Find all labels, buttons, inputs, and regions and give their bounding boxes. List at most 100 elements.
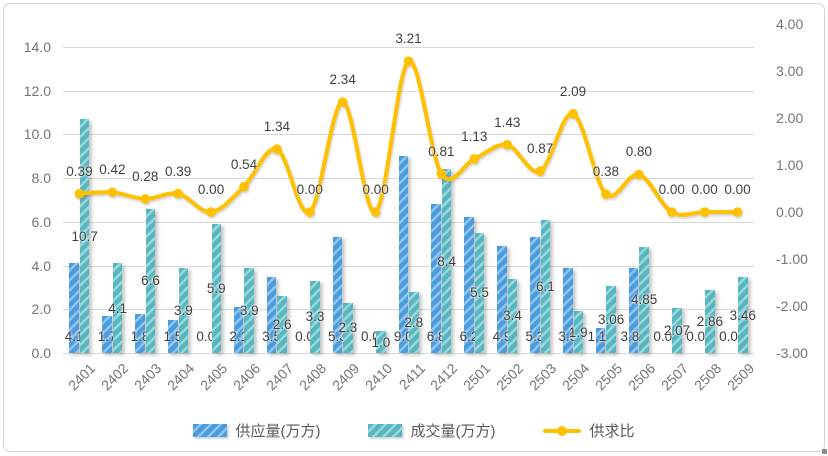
supply-data-label: 0.0 <box>295 329 314 344</box>
ratio-data-label: 0.81 <box>428 143 455 159</box>
gridline <box>63 47 754 48</box>
volume-data-label: 4.1 <box>108 300 127 316</box>
supply-data-label: 9.0 <box>393 329 413 344</box>
right-axis-tick-label: 1.00 <box>776 157 804 173</box>
supply-data-label: 5.3 <box>328 329 347 344</box>
left-axis-tick-label: 0.0 <box>31 345 51 361</box>
ratio-point <box>502 139 513 150</box>
ratio-data-label: 0.87 <box>526 141 554 157</box>
ratio-line-marker-icon <box>543 424 582 437</box>
supply-bar <box>464 217 474 353</box>
ratio-data-label: 0.38 <box>592 164 620 180</box>
volume-data-label: 2.3 <box>338 320 358 336</box>
supply-bar <box>135 313 145 353</box>
right-axis-tick-label: 0.00 <box>776 204 804 220</box>
ratio-point <box>107 187 118 198</box>
supply-data-label: 4.1 <box>64 329 84 344</box>
volume-data-label: 3.9 <box>174 302 193 318</box>
ratio-data-label: 0.28 <box>132 168 159 184</box>
ratio-data-label: 0.00 <box>658 182 685 197</box>
supply-data-label: 2.1 <box>229 329 249 344</box>
supply-data-label: 1.5 <box>163 329 183 344</box>
ratio-point <box>370 207 381 217</box>
gridline <box>63 178 754 180</box>
volume-bar <box>79 119 90 353</box>
supply-bar <box>266 276 277 353</box>
volume-data-label: 3.4 <box>503 308 522 324</box>
ratio-point <box>436 169 447 179</box>
volume-data-label: 3.9 <box>239 302 259 318</box>
left-axis-tick-label: 8.0 <box>31 170 51 187</box>
volume-data-label: 8.4 <box>437 253 457 269</box>
ratio-data-label: 2.09 <box>559 83 587 99</box>
right-axis-tick-label: 2.00 <box>776 110 804 126</box>
volume-data-label: 6.6 <box>141 273 160 289</box>
ratio-data-label: 0.00 <box>197 182 225 197</box>
volume-data-label: 10.7 <box>71 228 98 244</box>
left-axis-tick-label: 2.0 <box>31 301 51 318</box>
supply-data-label: 0.0 <box>196 329 216 344</box>
right-axis-tick-label: -2.00 <box>776 298 808 314</box>
ratio-data-label: 0.00 <box>362 182 389 197</box>
volume-data-label: 3.06 <box>598 312 625 328</box>
volume-bar <box>672 307 682 353</box>
ratio-data-label: 0.00 <box>691 182 718 197</box>
ratio-point <box>469 154 480 164</box>
ratio-point <box>634 169 644 180</box>
volume-bar <box>145 208 156 353</box>
ratio-point <box>206 207 216 217</box>
volume-data-label: 6.1 <box>535 278 555 294</box>
left-axis-tick-label: 12.0 <box>23 82 51 99</box>
left-axis-tick-label: 10.0 <box>23 126 51 143</box>
volume-bar <box>573 311 584 353</box>
volume-data-label: 1.9 <box>568 324 588 340</box>
volume-data-label: 5.5 <box>470 285 489 301</box>
ratio-data-label: 0.80 <box>625 144 652 160</box>
ratio-data-label: 0.42 <box>99 162 126 178</box>
right-axis-tick-label: 4.00 <box>776 16 804 32</box>
ratio-data-label: 0.00 <box>724 182 751 197</box>
volume-bar <box>211 224 222 353</box>
volume-bar <box>441 169 452 353</box>
left-axis-tick-label: 6.0 <box>31 213 51 230</box>
volume-data-label: 1.0 <box>371 334 391 350</box>
gridline <box>63 134 754 136</box>
supply-bar <box>497 245 507 353</box>
volume-bar <box>310 280 320 353</box>
chart-resize-handle[interactable] <box>822 449 827 454</box>
ratio-data-label: 0.00 <box>296 182 323 197</box>
gridline <box>63 221 754 223</box>
volume-data-label: 2.86 <box>696 314 724 330</box>
legend: 供应量(万方) 成交量(万方) 供求比 <box>4 415 824 445</box>
ratio-data-label: 2.34 <box>329 72 356 88</box>
legend-item-volume: 成交量(万方) <box>368 420 495 441</box>
supply-bar <box>431 204 441 353</box>
ratio-point <box>74 188 85 199</box>
volume-data-label: 2.07 <box>663 322 691 338</box>
volume-bar <box>244 267 254 353</box>
supply-bar <box>398 156 408 353</box>
supply-data-label: 4.9 <box>492 329 512 344</box>
legend-label-supply: 供应量(万方) <box>235 422 321 440</box>
volume-bar <box>178 267 189 353</box>
left-axis-tick-label: 4.0 <box>31 257 51 274</box>
supply-data-label: 3.5 <box>262 329 282 344</box>
supply-bar <box>563 267 573 353</box>
ratio-point <box>568 108 578 119</box>
legend-label-volume: 成交量(万方) <box>410 422 496 440</box>
volume-swatch-icon <box>368 423 403 437</box>
volume-bar <box>409 291 419 353</box>
ratio-data-label: 0.54 <box>230 156 258 172</box>
volume-bar <box>474 232 485 353</box>
right-axis-tick-label: 3.00 <box>776 63 804 79</box>
volume-bar <box>343 302 353 353</box>
ratio-data-label: 0.39 <box>165 163 192 179</box>
gridline <box>63 265 754 267</box>
volume-bar <box>606 286 616 353</box>
gridline <box>63 309 754 311</box>
volume-bar <box>277 296 287 353</box>
ratio-point <box>304 207 315 217</box>
volume-bar <box>540 219 551 353</box>
ratio-point <box>173 188 183 199</box>
